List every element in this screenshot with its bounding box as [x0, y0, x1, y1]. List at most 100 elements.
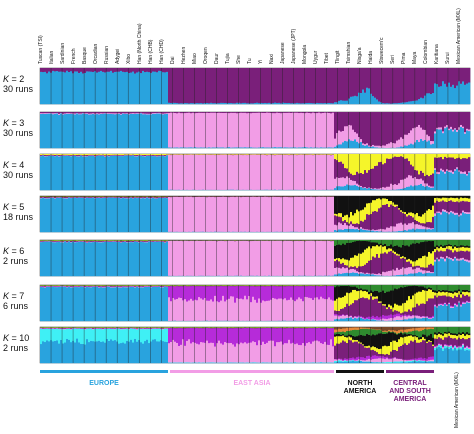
ancestry-segment: [414, 127, 417, 143]
ancestry-segment: [86, 241, 89, 243]
ancestry-segment: [278, 196, 281, 232]
ancestry-segment: [234, 240, 237, 242]
ancestry-segment: [312, 154, 315, 156]
ancestry-segment: [204, 102, 207, 105]
ancestry-segment: [338, 273, 341, 277]
ancestry-segment: [54, 285, 57, 287]
ancestry-segment: [104, 197, 107, 233]
ancestry-segment: [312, 231, 315, 233]
ancestry-segment: [368, 154, 371, 171]
ancestry-segment: [188, 231, 191, 233]
ancestry-segment: [340, 161, 343, 178]
ancestry-segment: [228, 189, 231, 191]
ancestry-segment: [252, 112, 255, 113]
ancestry-segment: [224, 68, 227, 103]
ancestry-segment: [334, 146, 337, 149]
ancestry-segment: [466, 240, 469, 246]
ancestry-segment: [388, 240, 391, 246]
ancestry-segment: [68, 155, 71, 156]
ancestry-segment: [122, 285, 125, 286]
ancestry-segment: [42, 285, 45, 287]
ancestry-segment: [162, 286, 165, 288]
ancestry-segment: [408, 112, 411, 134]
ancestry-segment: [246, 68, 249, 104]
ancestry-segment: [374, 199, 377, 211]
ancestry-segment: [142, 154, 145, 156]
ancestry-segment: [64, 155, 67, 156]
ancestry-segment: [86, 197, 89, 233]
ancestry-segment: [100, 196, 103, 197]
ancestry-segment: [52, 112, 55, 114]
ancestry-segment: [386, 198, 389, 204]
ancestry-segment: [392, 226, 395, 232]
ancestry-segment: [228, 154, 231, 155]
ancestry-segment: [276, 68, 279, 104]
ancestry-segment: [316, 240, 319, 276]
ancestry-segment: [56, 286, 59, 288]
ancestry-segment: [466, 154, 469, 159]
ancestry-segment: [46, 241, 49, 242]
ancestry-segment: [398, 154, 401, 157]
ancestry-segment: [266, 68, 269, 104]
ancestry-segment: [108, 240, 111, 242]
ancestry-segment: [232, 189, 235, 191]
ancestry-segment: [144, 242, 147, 277]
ancestry-segment: [428, 68, 431, 94]
ancestry-segment: [82, 196, 85, 197]
ancestry-segment: [358, 240, 361, 241]
ancestry-segment: [392, 252, 395, 270]
ancestry-segment: [214, 147, 217, 149]
ancestry-segment: [410, 266, 413, 274]
ancestry-segment: [446, 246, 449, 249]
ancestry-segment: [426, 270, 429, 273]
ancestry-segment: [366, 213, 369, 230]
ancestry-segment: [392, 275, 395, 277]
ancestry-segment: [468, 246, 471, 248]
ancestry-segment: [414, 142, 417, 149]
ancestry-segment: [400, 188, 403, 191]
ancestry-segment: [126, 198, 129, 233]
ancestry-segment: [218, 231, 221, 233]
ancestry-segment: [416, 267, 419, 274]
ancestry-segment: [356, 240, 359, 241]
ancestry-segment: [156, 240, 159, 241]
ancestry-segment: [372, 229, 375, 231]
ancestry-segment: [434, 248, 437, 253]
ancestry-segment: [112, 197, 115, 198]
ancestry-segment: [152, 241, 155, 277]
ancestry-segment: [348, 124, 351, 140]
ancestry-segment: [352, 196, 355, 216]
ancestry-segment: [390, 189, 393, 191]
ancestry-segment: [424, 175, 427, 184]
ancestry-segment: [460, 260, 463, 277]
ancestry-segment: [120, 240, 123, 243]
ancestry-segment: [178, 240, 181, 242]
ancestry-segment: [390, 147, 393, 149]
ancestry-segment: [424, 186, 427, 191]
ancestry-segment: [102, 197, 105, 199]
ancestry-segment: [364, 112, 367, 145]
ancestry-segment: [438, 201, 441, 212]
ancestry-segment: [248, 231, 251, 233]
ancestry-segment: [154, 196, 157, 198]
ancestry-segment: [42, 196, 45, 198]
ancestry-segment: [186, 154, 189, 190]
ancestry-segment: [464, 240, 467, 247]
ancestry-segment: [246, 112, 249, 148]
ancestry-segment: [376, 273, 379, 276]
ancestry-segment: [378, 208, 381, 230]
ancestry-segment: [150, 287, 153, 322]
ancestry-segment: [366, 87, 369, 105]
ancestry-segment: [256, 154, 259, 190]
ancestry-segment: [240, 231, 243, 233]
ancestry-segment: [68, 285, 71, 287]
ancestry-segment: [168, 154, 171, 190]
ancestry-segment: [284, 147, 287, 149]
ancestry-segment: [106, 197, 109, 199]
ancestry-segment: [202, 240, 205, 241]
ancestry-segment: [372, 245, 375, 257]
ancestry-segment: [256, 196, 259, 232]
ancestry-segment: [118, 241, 121, 242]
ancestry-segment: [354, 212, 357, 224]
ancestry-segment: [360, 240, 363, 242]
